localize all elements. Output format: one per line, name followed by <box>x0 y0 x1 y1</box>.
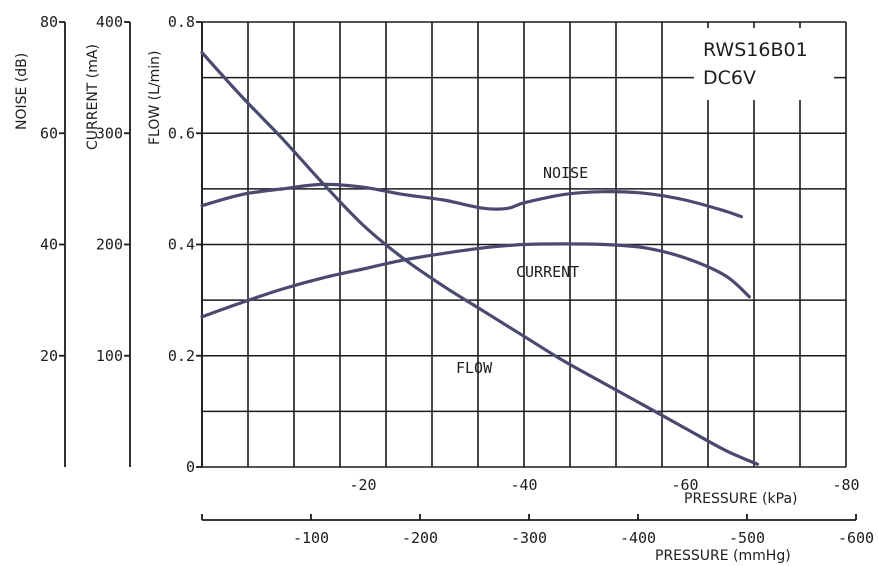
flow-tick-label: 0.2 <box>168 347 195 365</box>
mmhg-tick-label: -300 <box>511 529 547 547</box>
mmhg-tick-label: -200 <box>402 529 438 547</box>
mmhg-axis-title: PRESSURE (mmHg) <box>655 548 791 564</box>
noise-tick-label: 40 <box>40 236 58 254</box>
model-label-box <box>694 28 834 100</box>
kpa-tick-label: -20 <box>349 476 376 494</box>
noise-axis-title: NOISE (dB) <box>14 53 30 130</box>
flow-tick-label: 0.6 <box>168 124 195 142</box>
current-tick-label: 100 <box>96 347 123 365</box>
flow-curve-label: FLOW <box>456 359 493 377</box>
model-number: RWS16B01 <box>703 39 808 61</box>
axes <box>59 21 857 521</box>
current-curve-label: CURRENT <box>516 263 579 281</box>
current-tick-label: 200 <box>96 236 123 254</box>
flow-curve <box>200 51 760 466</box>
flow-tick-label: 0 <box>186 458 195 476</box>
mmhg-tick-label: -400 <box>620 529 656 547</box>
noise-tick-label: 60 <box>40 124 58 142</box>
current-curve <box>200 242 751 319</box>
data-curves <box>200 51 760 466</box>
noise-curve <box>200 182 743 219</box>
mmhg-tick-label: -600 <box>838 529 874 547</box>
noise-curve-label: NOISE <box>543 164 588 182</box>
flow-axis-title: FLOW (L/min) <box>147 50 163 145</box>
mmhg-tick-label: -500 <box>729 529 765 547</box>
current-tick-label: 300 <box>96 124 123 142</box>
kpa-tick-label: -40 <box>510 476 537 494</box>
kpa-axis-title: PRESSURE (kPa) <box>684 491 797 507</box>
flow-tick-label: 0.8 <box>168 13 195 31</box>
mmhg-tick-label: -100 <box>293 529 329 547</box>
current-tick-label: 400 <box>96 13 123 31</box>
kpa-tick-label: -60 <box>671 476 698 494</box>
kpa-tick-label: -80 <box>832 476 859 494</box>
tick-labels: 20 40 60 80 100 200 300 400 0 0.2 0.4 0.6 0.8 -20 -40 -… <box>40 13 874 547</box>
noise-tick-label: 80 <box>40 13 58 31</box>
flow-tick-label: 0.4 <box>168 236 195 254</box>
current-axis-title: CURRENT (mA) <box>85 44 101 150</box>
model-voltage: DC6V <box>703 67 756 89</box>
noise-tick-label: 20 <box>40 347 58 365</box>
